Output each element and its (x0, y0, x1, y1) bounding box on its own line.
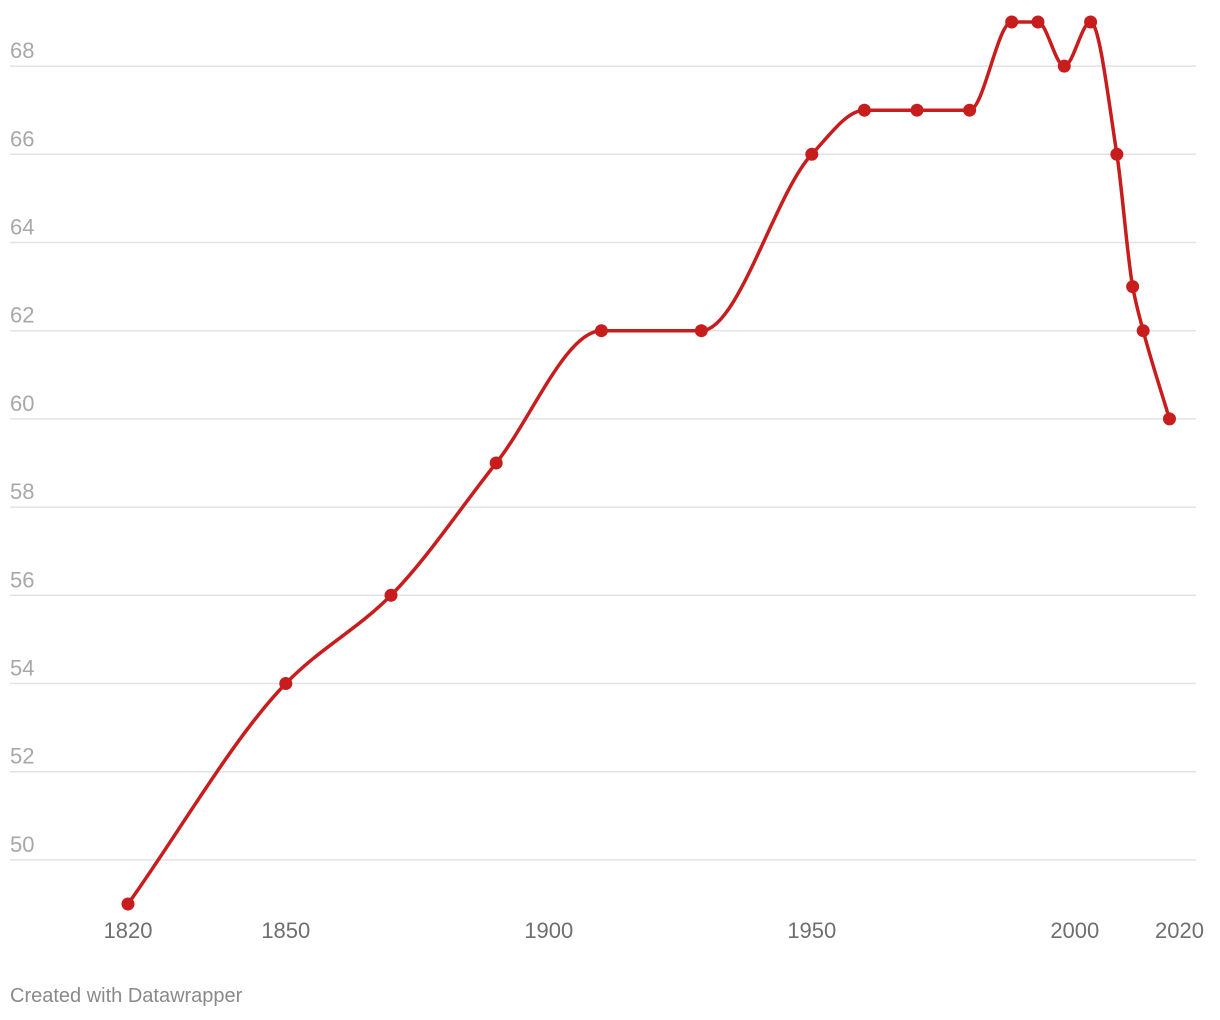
y-tick-label: 52 (10, 744, 34, 769)
data-point[interactable] (1162, 412, 1176, 426)
data-point[interactable] (805, 147, 819, 161)
x-tick-label: 2000 (1050, 918, 1099, 943)
y-tick-label: 68 (10, 38, 34, 63)
data-point[interactable] (1084, 15, 1098, 29)
y-tick-label: 58 (10, 479, 34, 504)
data-point[interactable] (121, 897, 135, 911)
data-point[interactable] (489, 456, 503, 470)
y-tick-label: 66 (10, 126, 34, 151)
y-tick-label: 50 (10, 832, 34, 857)
data-point[interactable] (594, 324, 608, 338)
x-axis: 1820 1850 1900 1950 2000 2020 (104, 918, 1204, 943)
chart-credit: Created with Datawrapper (10, 985, 243, 1007)
data-point[interactable] (384, 588, 398, 602)
data-point[interactable] (910, 103, 924, 117)
y-tick-label: 54 (10, 656, 34, 681)
data-point[interactable] (1136, 324, 1150, 338)
y-tick-label: 60 (10, 391, 34, 416)
data-point[interactable] (1110, 147, 1124, 161)
series (121, 15, 1176, 911)
data-point[interactable] (694, 324, 708, 338)
y-tick-label: 56 (10, 567, 34, 592)
x-tick-label: 1900 (524, 918, 573, 943)
data-point[interactable] (857, 103, 871, 117)
y-axis: 50 52 54 56 58 60 62 64 66 68 (10, 38, 34, 857)
x-tick-label: 1950 (787, 918, 836, 943)
data-point[interactable] (1005, 15, 1019, 29)
gridlines (10, 65, 1196, 861)
data-point[interactable] (1057, 59, 1071, 73)
y-tick-label: 64 (10, 215, 34, 240)
data-point[interactable] (1126, 280, 1140, 294)
data-point[interactable] (1031, 15, 1045, 29)
data-point[interactable] (963, 103, 977, 117)
y-tick-label: 62 (10, 303, 34, 328)
x-tick-label: 2020 (1155, 918, 1204, 943)
x-tick-label: 1850 (261, 918, 310, 943)
data-point[interactable] (279, 677, 293, 690)
x-tick-label: 1820 (104, 918, 153, 943)
